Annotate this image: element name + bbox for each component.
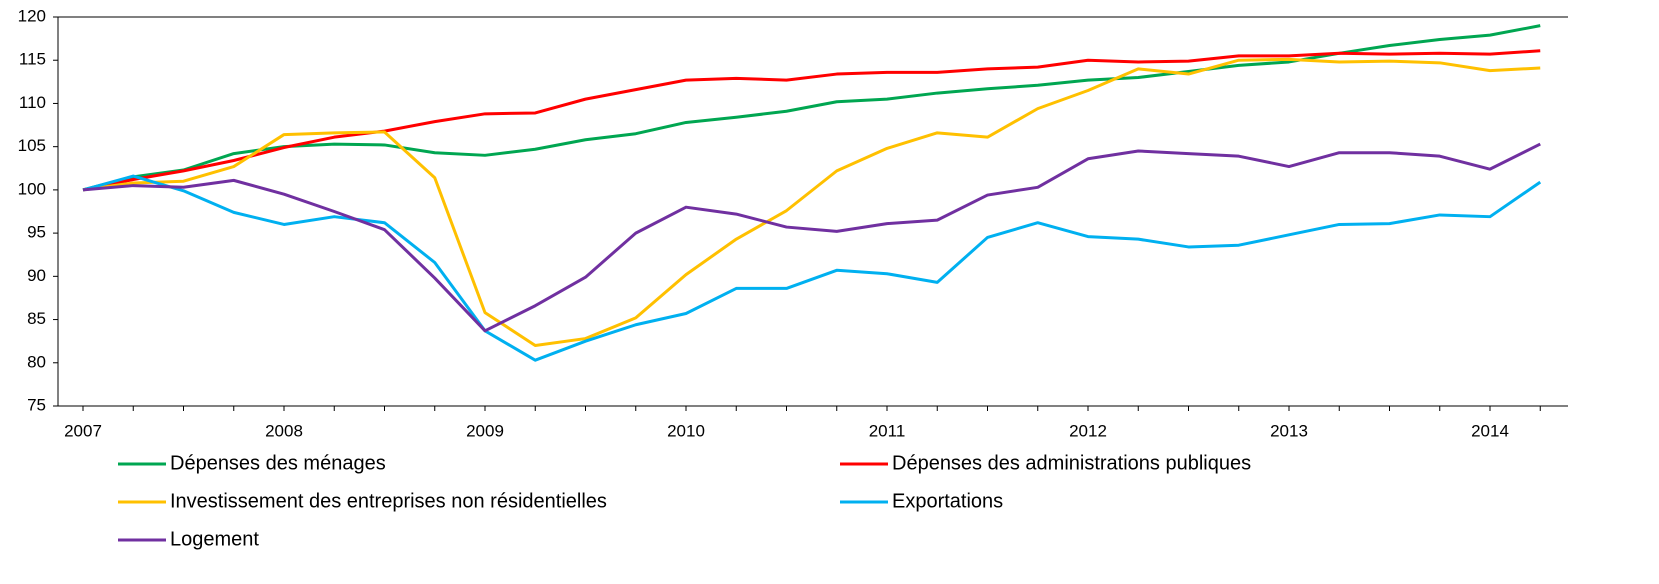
x-tick-label: 2010 (667, 421, 705, 440)
y-tick-label: 115 (19, 50, 46, 69)
legend-label: Investissement des entreprises non résid… (170, 490, 607, 512)
x-tick-label: 2014 (1471, 421, 1509, 440)
x-tick-label: 2011 (869, 421, 906, 440)
series-line (82, 174, 1542, 362)
legend-label: Dépenses des administrations publiques (892, 452, 1251, 474)
y-tick-label: 105 (18, 136, 46, 155)
series-line (82, 24, 1541, 192)
x-tick-label: 2013 (1270, 421, 1308, 440)
y-tick-label: 90 (27, 266, 46, 285)
y-tick-label: 80 (27, 352, 46, 371)
y-tick-label: 75 (27, 395, 46, 414)
y-tick-label: 95 (27, 223, 46, 242)
series-line (82, 142, 1541, 333)
y-tick-label: 120 (18, 6, 46, 25)
x-tick-label: 2012 (1069, 421, 1107, 440)
y-tick-label: 100 (18, 179, 46, 198)
legend-label: Exportations (892, 490, 1003, 512)
y-tick-label: 85 (27, 309, 46, 328)
legend: Dépenses des ménages Dépenses des adminis… (118, 452, 1251, 550)
series-line (82, 49, 1541, 192)
x-tick-label: 2007 (64, 421, 102, 440)
legend-label: Dépenses des ménages (170, 452, 386, 474)
x-tick-label: 2009 (466, 421, 504, 440)
x-tick-label: 2008 (265, 421, 303, 440)
series-line (82, 57, 1541, 347)
legend-label: Logement (170, 528, 259, 550)
y-tick-label: 110 (19, 93, 46, 112)
